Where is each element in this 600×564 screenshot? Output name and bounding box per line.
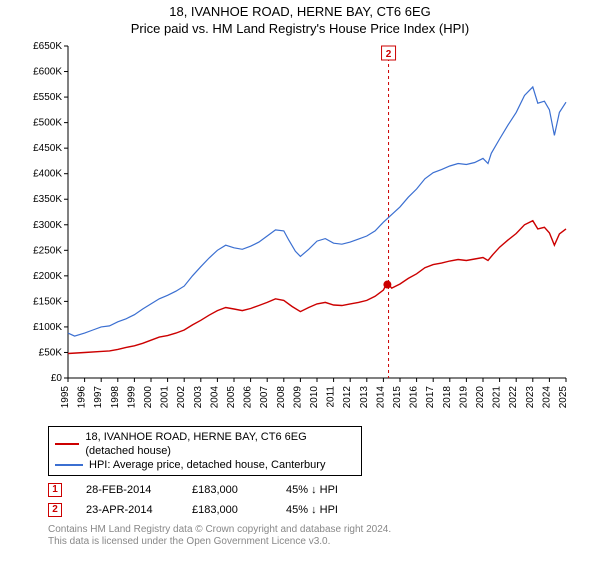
footer-attribution: Contains HM Land Registry data © Crown c…	[48, 524, 600, 548]
svg-text:2010: 2010	[309, 386, 320, 409]
event-date: 23-APR-2014	[86, 504, 168, 516]
svg-text:1995: 1995	[60, 386, 71, 409]
legend-item: HPI: Average price, detached house, Cant…	[55, 458, 355, 472]
svg-text:£650K: £650K	[33, 42, 62, 52]
svg-text:2011: 2011	[326, 386, 337, 408]
svg-text:2024: 2024	[541, 386, 552, 409]
svg-text:1996: 1996	[77, 386, 88, 409]
svg-text:£550K: £550K	[33, 92, 62, 103]
svg-text:£200K: £200K	[33, 271, 62, 282]
svg-text:1998: 1998	[110, 386, 121, 409]
chart-area: £0 £50K £100K £150K £200K £250K £300K £350K £400…	[20, 42, 580, 432]
event-row: 2 23-APR-2014 £183,000 45% ↓ HPI	[48, 500, 600, 520]
svg-text:2015: 2015	[392, 386, 403, 409]
event-price: £183,000	[192, 484, 262, 496]
svg-text:£50K: £50K	[39, 347, 63, 358]
svg-text:£500K: £500K	[33, 118, 62, 129]
svg-text:2017: 2017	[425, 386, 436, 409]
svg-text:£250K: £250K	[33, 245, 62, 256]
footer-line-2: This data is licensed under the Open Gov…	[48, 536, 600, 548]
svg-text:2005: 2005	[226, 386, 237, 409]
svg-text:£350K: £350K	[33, 194, 62, 205]
svg-text:£100K: £100K	[33, 322, 62, 333]
svg-text:2016: 2016	[409, 386, 420, 409]
legend-swatch	[55, 464, 83, 466]
svg-text:2002: 2002	[176, 386, 187, 409]
svg-text:1999: 1999	[126, 386, 137, 409]
footer-line-1: Contains HM Land Registry data © Crown c…	[48, 524, 600, 536]
svg-text:£150K: £150K	[33, 296, 62, 307]
svg-text:2006: 2006	[243, 386, 254, 409]
svg-text:2014: 2014	[375, 386, 386, 409]
svg-text:2021: 2021	[492, 386, 503, 409]
event-price: £183,000	[192, 504, 262, 516]
svg-text:2008: 2008	[276, 386, 287, 409]
svg-text:£400K: £400K	[33, 169, 62, 180]
line-chart: £0 £50K £100K £150K £200K £250K £300K £350K £400…	[20, 42, 580, 432]
event-relative: 45% ↓ HPI	[286, 504, 356, 516]
svg-text:£600K: £600K	[33, 67, 62, 78]
svg-text:2009: 2009	[292, 386, 303, 409]
event-marker: 2	[48, 503, 62, 517]
svg-text:2004: 2004	[209, 386, 220, 409]
svg-text:£300K: £300K	[33, 220, 62, 231]
svg-text:2023: 2023	[525, 386, 536, 409]
event-relative: 45% ↓ HPI	[286, 484, 356, 496]
chart-title: 18, IVANHOE ROAD, HERNE BAY, CT6 6EG	[0, 4, 600, 19]
svg-text:2000: 2000	[143, 386, 154, 409]
svg-text:2019: 2019	[458, 386, 469, 409]
svg-text:1997: 1997	[93, 386, 104, 409]
chart-subtitle: Price paid vs. HM Land Registry's House …	[0, 21, 600, 36]
legend-swatch	[55, 443, 79, 445]
svg-text:£450K: £450K	[33, 143, 62, 154]
event-table: 1 28-FEB-2014 £183,000 45% ↓ HPI 2 23-APR-201…	[48, 480, 600, 520]
svg-text:2022: 2022	[508, 386, 519, 409]
svg-text:2025: 2025	[558, 386, 569, 409]
event-date: 28-FEB-2014	[86, 484, 168, 496]
event-row: 1 28-FEB-2014 £183,000 45% ↓ HPI	[48, 480, 600, 500]
svg-text:2020: 2020	[475, 386, 486, 409]
svg-text:2007: 2007	[259, 386, 270, 409]
event-marker: 1	[48, 483, 62, 497]
legend-item: 18, IVANHOE ROAD, HERNE BAY, CT6 6EG (de…	[55, 430, 355, 458]
svg-text:2012: 2012	[342, 386, 353, 409]
svg-text:£0: £0	[51, 373, 63, 384]
legend-label: 18, IVANHOE ROAD, HERNE BAY, CT6 6EG (de…	[85, 430, 355, 458]
legend: 18, IVANHOE ROAD, HERNE BAY, CT6 6EG (de…	[48, 426, 362, 476]
svg-text:2: 2	[386, 49, 392, 60]
svg-text:2018: 2018	[442, 386, 453, 409]
svg-text:2001: 2001	[160, 386, 171, 409]
svg-text:2003: 2003	[193, 386, 204, 409]
legend-label: HPI: Average price, detached house, Cant…	[89, 458, 325, 472]
svg-text:2013: 2013	[359, 386, 370, 409]
